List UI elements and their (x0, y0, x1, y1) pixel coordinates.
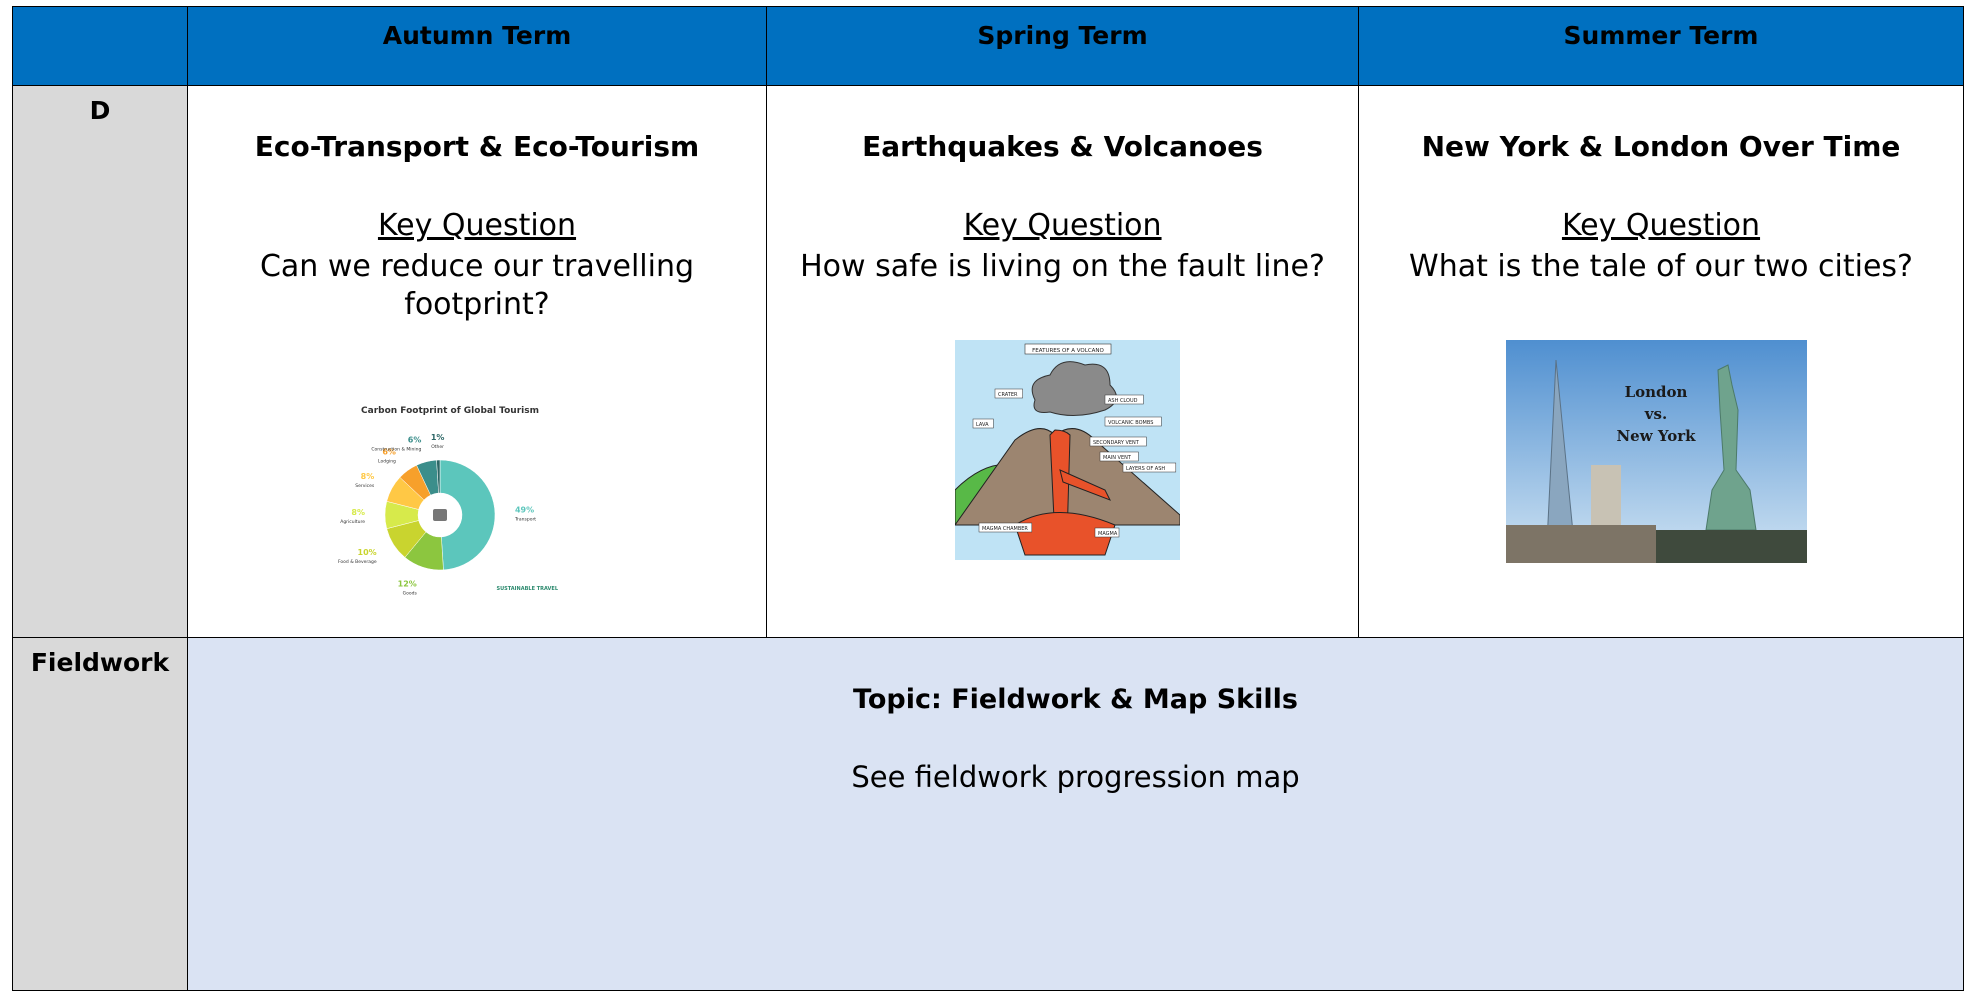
header-label: Spring Term (977, 21, 1148, 50)
side-vent (1059, 469, 1112, 501)
row-label-cell: D (12, 85, 188, 638)
slice-category-label: Other (431, 444, 444, 450)
topic-cell: Earthquakes & Volcanoes Key Question How… (766, 85, 1359, 638)
slice-value-label: 6% (408, 435, 422, 444)
header-corner (12, 6, 188, 86)
key-question-label: Key Question (1561, 208, 1761, 243)
label-box (1024, 343, 1112, 355)
slice-category-label: Construction & Mining (371, 446, 421, 452)
feature-label: MAGMA CHAMBER (982, 526, 1028, 532)
key-question: What is the tale of our two cities? (1409, 249, 1913, 284)
donut-slice (439, 459, 496, 571)
row-label: D (89, 96, 111, 125)
image-title: FEATURES OF A VOLCANO (1032, 348, 1104, 354)
statue (1705, 364, 1757, 531)
image-caption: London (1625, 383, 1688, 401)
label-box (1089, 436, 1147, 447)
fieldwork-note: See fieldwork progression map (851, 760, 1300, 794)
feature-label: VOLCANIC BOMBS (1108, 420, 1153, 426)
feature-label: MAGMA (1098, 531, 1118, 537)
feature-label: LAYERS OF ASH (1126, 466, 1165, 472)
fieldwork-cell: Topic: Fieldwork & Map Skills See fieldw… (187, 637, 1964, 991)
feature-label: SECONDARY VENT (1093, 440, 1140, 446)
volcano-image: FEATURES OF A VOLCANO CRATER ASH CLOUD VOLC… (955, 340, 1180, 560)
feature-label: LAVA (976, 422, 989, 428)
topic-title: Eco-Transport & Eco-Tourism (254, 130, 700, 163)
key-question-label: Key Question (963, 208, 1162, 243)
slice-category-label: Food & Beverage (338, 559, 377, 565)
ash-cloud (1031, 361, 1117, 416)
london-skyline (1506, 525, 1656, 563)
slice-value-label: 8% (351, 508, 365, 517)
brand-label: SUSTAINABLE TRAVEL (497, 586, 559, 592)
slice-value-label: 10% (358, 548, 377, 557)
header-label: Summer Term (1563, 21, 1759, 50)
fieldwork-topic: Topic: Fieldwork & Map Skills (853, 684, 1298, 715)
topic-title: Earthquakes & Volcanoes (862, 130, 1263, 163)
feature-label: ASH CLOUD (1108, 398, 1138, 404)
london-new-york-image: London vs. New York (1506, 340, 1807, 563)
slice-category-label: Services (355, 483, 375, 489)
key-question: How safe is living on the fault line? (800, 249, 1325, 284)
slice-category-label: Agriculture (340, 519, 365, 525)
feature-label: CRATER (998, 392, 1018, 398)
slice-category-label: Transport (514, 517, 536, 523)
slice-value-label: 12% (398, 579, 417, 588)
label-box (994, 388, 1023, 399)
slice-category-label: Lodging (378, 458, 396, 464)
topic-cell: New York & London Over Time Key Question… (1358, 85, 1964, 638)
topic-cell: Eco-Transport & Eco-Tourism Key Question… (187, 85, 767, 638)
image-caption: New York (1616, 427, 1696, 445)
image-title: Carbon Footprint of Global Tourism (361, 406, 539, 416)
slice-category-label: Goods (403, 590, 418, 596)
header-label: Autumn Term (382, 21, 572, 50)
key-question: Can we reduce our travelling footprint? (259, 249, 695, 322)
shard (1545, 359, 1577, 563)
slice-value-label: 1% (431, 433, 445, 442)
header-cell: Autumn Term (187, 6, 767, 86)
carbon-footprint-image: Carbon Footprint of Global Tourism 49% Tra… (336, 400, 564, 598)
row-label: Fieldwork (30, 648, 170, 677)
label-box (1104, 416, 1162, 427)
slice-value-label: 6% (382, 447, 396, 456)
label-box (1104, 394, 1144, 405)
slice-value-label: 49% (515, 506, 534, 515)
label-box (1122, 462, 1177, 473)
donut-slice (436, 459, 441, 494)
header-cell: Summer Term (1358, 6, 1964, 86)
liberty-island (1656, 530, 1807, 563)
image-caption: vs. (1644, 405, 1667, 423)
label-box (972, 418, 994, 429)
key-question-label: Key Question (377, 208, 577, 243)
label-box (1094, 527, 1120, 538)
header-cell: Spring Term (766, 6, 1359, 86)
suitcase-icon (433, 509, 447, 521)
topic-title: New York & London Over Time (1421, 130, 1901, 163)
slice-value-label: 8% (361, 472, 375, 481)
feature-label: MAIN VENT (1103, 455, 1132, 461)
label-box (978, 522, 1033, 533)
label-box (1099, 451, 1139, 462)
row-label-cell: Fieldwork (12, 637, 188, 991)
